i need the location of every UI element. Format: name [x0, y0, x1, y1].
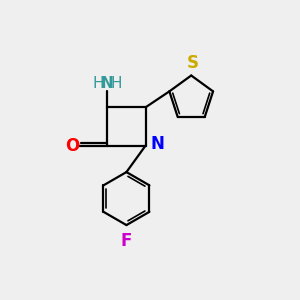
Text: N: N [151, 135, 165, 153]
Text: O: O [65, 136, 79, 154]
Text: H: H [111, 76, 122, 91]
Text: N: N [101, 76, 114, 91]
Text: S: S [187, 54, 199, 72]
Text: H: H [92, 76, 103, 91]
Text: F: F [121, 232, 132, 250]
